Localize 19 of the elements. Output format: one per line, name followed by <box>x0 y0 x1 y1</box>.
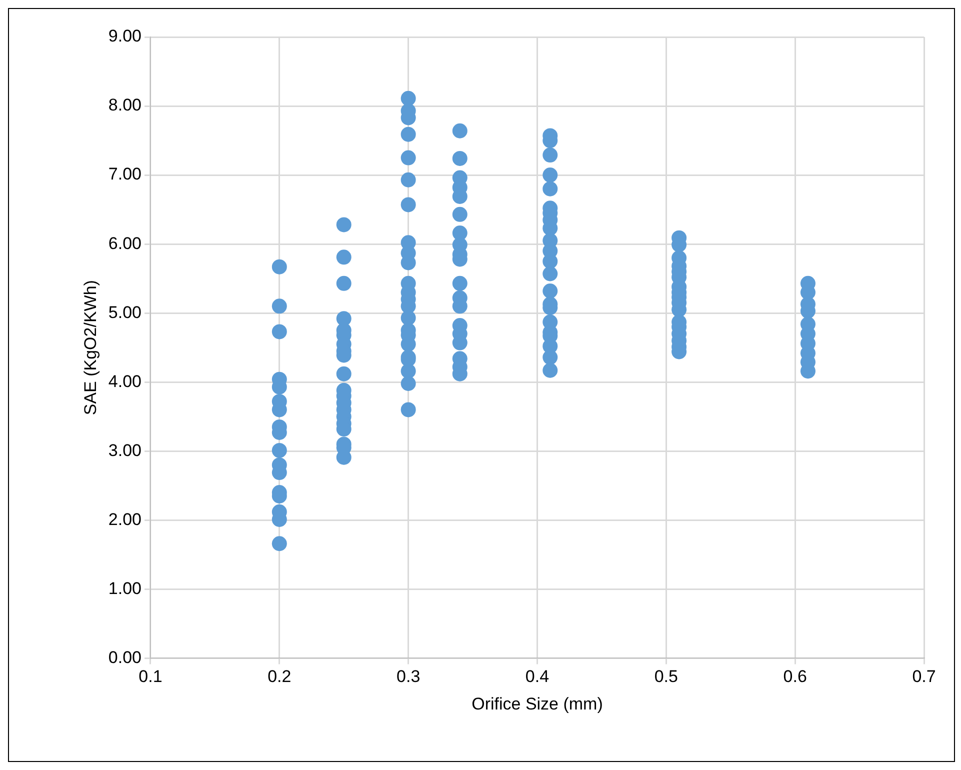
x-tick-label: 0.2 <box>268 667 292 686</box>
y-tick-label: 5.00 <box>108 302 142 322</box>
x-tick-label: 0.5 <box>654 667 678 686</box>
y-axis-title: SAE (KgO2/KWh) <box>80 280 100 416</box>
y-tick-label: 3.00 <box>108 440 142 460</box>
y-tick-label: 0.00 <box>108 648 142 667</box>
x-tick-label: 0.6 <box>783 667 807 686</box>
x-tick-label: 0.7 <box>912 667 936 686</box>
y-tick-label: 9.00 <box>108 26 142 46</box>
y-tick-label: 2.00 <box>108 510 142 529</box>
y-tick-label: 4.00 <box>108 372 142 391</box>
x-tick-label: 0.1 <box>138 667 162 686</box>
y-tick-label: 6.00 <box>108 234 142 253</box>
y-tick-label: 8.00 <box>108 96 142 115</box>
y-tick-label: 7.00 <box>108 164 142 184</box>
y-tick-label: 1.00 <box>108 578 142 598</box>
x-axis-title: Orifice Size (mm) <box>472 694 603 714</box>
x-tick-label: 0.4 <box>525 667 550 686</box>
x-tick-label: 0.3 <box>396 667 420 686</box>
